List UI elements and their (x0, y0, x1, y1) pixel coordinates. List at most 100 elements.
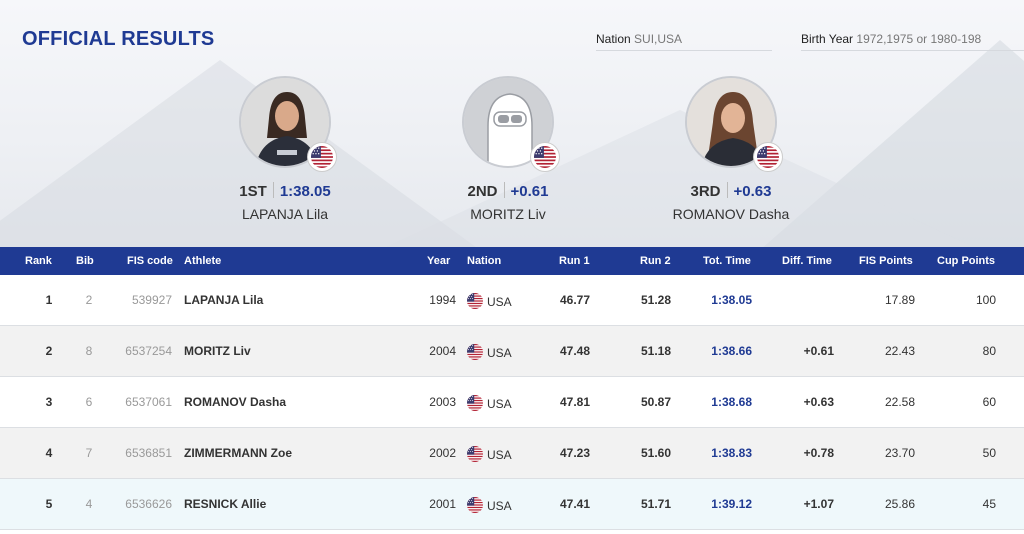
cell-run1: 47.48 (559, 344, 590, 358)
cell-year: 2002 (429, 446, 456, 460)
header-athlete[interactable]: Athlete (184, 255, 222, 267)
cell-bib: 7 (85, 446, 93, 460)
cell-rank: 4 (45, 446, 53, 460)
birth-year-filter-value: 1972,1975 or 1980-198 (856, 32, 982, 46)
podium-time: +0.61 (510, 183, 549, 200)
table-row[interactable]: 1 2 539927 LAPANJA Lila 1994 USA 46.77 5… (0, 275, 1024, 326)
cell-nation: USA (467, 497, 512, 513)
cell-cup-points: 100 (975, 293, 996, 307)
cell-nation-code: USA (487, 499, 512, 513)
cell-run2: 51.60 (640, 446, 671, 460)
cell-athlete[interactable]: LAPANJA Lila (184, 293, 264, 307)
podium-second[interactable]: 2ND +0.61 MORITZ Liv (408, 76, 608, 222)
header-run1[interactable]: Run 1 (559, 255, 590, 267)
nation-filter-label: Nation (596, 32, 631, 46)
usa-flag-icon (467, 344, 483, 360)
cell-run1: 46.77 (559, 293, 590, 307)
podium-athlete-name: MORITZ Liv (470, 206, 546, 222)
table-row[interactable]: 4 7 6536851 ZIMMERMANN Zoe 2002 USA 47.2… (0, 428, 1024, 479)
cell-tot-time: 1:39.12 (711, 497, 752, 511)
cell-athlete[interactable]: ROMANOV Dasha (184, 395, 287, 409)
header-bib[interactable]: Bib (76, 255, 94, 267)
cell-diff-time: +0.78 (803, 446, 834, 460)
table-row[interactable]: 5 4 6536626 RESNICK Allie 2001 USA 47.41… (0, 479, 1024, 530)
cell-tot-time: 1:38.66 (711, 344, 752, 358)
cell-fis-code: 539927 (131, 293, 172, 307)
cell-rank: 1 (45, 293, 53, 307)
cell-fis-code: 6537061 (125, 395, 172, 409)
cell-fis-code: 6536851 (125, 446, 172, 460)
usa-flag-icon (467, 446, 483, 462)
cell-tot-time: 1:38.83 (711, 446, 752, 460)
nation-filter-value: SUI,USA (634, 32, 683, 46)
cell-nation-code: USA (487, 295, 512, 309)
cell-nation: USA (467, 395, 512, 411)
results-table-header: Rank Bib FIS code Athlete Year Nation Ru… (0, 247, 1024, 275)
usa-flag-icon (753, 142, 783, 172)
podium-athlete-name: ROMANOV Dasha (672, 206, 790, 222)
usa-flag-icon (530, 142, 560, 172)
header-rank[interactable]: Rank (25, 255, 52, 267)
athlete-photo (239, 76, 331, 168)
cell-run2: 51.28 (640, 293, 671, 307)
header-nation[interactable]: Nation (467, 255, 502, 267)
cell-cup-points: 45 (982, 497, 996, 511)
cell-cup-points: 80 (982, 344, 996, 358)
podium-place: 1ST (239, 183, 267, 200)
cell-nation-code: USA (487, 397, 512, 411)
header-run2[interactable]: Run 2 (640, 255, 671, 267)
hero-banner: OFFICIAL RESULTS Nation SUI,USA Birth Ye… (0, 0, 1024, 247)
cell-bib: 6 (85, 395, 93, 409)
header-cup-points[interactable]: Cup Points (937, 255, 996, 267)
podium-time: +0.63 (733, 183, 772, 200)
cell-fis-points: 22.58 (884, 395, 915, 409)
cell-fis-points: 22.43 (884, 344, 915, 358)
header-diff-time[interactable]: Diff. Time (782, 255, 832, 267)
table-row[interactable]: 2 8 6537254 MORITZ Liv 2004 USA 47.48 51… (0, 326, 1024, 377)
cell-run1: 47.23 (559, 446, 590, 460)
podium-place: 2ND (467, 183, 498, 200)
cell-fis-points: 25.86 (884, 497, 915, 511)
cell-nation: USA (467, 446, 512, 462)
birth-year-filter-label: Birth Year (801, 32, 854, 46)
podium-third[interactable]: 3RD +0.63 ROMANOV Dasha (631, 76, 831, 222)
cell-bib: 8 (85, 344, 93, 358)
podium-athlete-name: LAPANJA Lila (241, 206, 329, 222)
cell-athlete[interactable]: RESNICK Allie (184, 497, 267, 511)
cell-diff-time: +0.61 (803, 344, 834, 358)
header-fis-points[interactable]: FIS Points (859, 255, 913, 267)
cell-cup-points: 50 (982, 446, 996, 460)
cell-rank: 2 (45, 344, 53, 358)
cell-diff-time: +0.63 (803, 395, 834, 409)
cell-rank: 3 (45, 395, 53, 409)
cell-athlete[interactable]: ZIMMERMANN Zoe (184, 446, 292, 460)
header-fis-code[interactable]: FIS code (127, 255, 173, 267)
page-title: OFFICIAL RESULTS (22, 28, 215, 50)
cell-rank: 5 (45, 497, 53, 511)
nation-filter[interactable]: Nation SUI,USA (596, 32, 772, 51)
header-tot-time[interactable]: Tot. Time (703, 255, 751, 267)
cell-run2: 51.18 (640, 344, 671, 358)
usa-flag-icon (307, 142, 337, 172)
cell-nation-code: USA (487, 346, 512, 360)
cell-fis-points: 23.70 (884, 446, 915, 460)
cell-year: 2003 (429, 395, 456, 409)
cell-fis-points: 17.89 (884, 293, 915, 307)
table-row[interactable]: 3 6 6537061 ROMANOV Dasha 2003 USA 47.81… (0, 377, 1024, 428)
usa-flag-icon (467, 497, 483, 513)
cell-cup-points: 60 (982, 395, 996, 409)
usa-flag-icon (467, 395, 483, 411)
podium-place: 3RD (690, 183, 721, 200)
cell-bib: 2 (85, 293, 93, 307)
cell-athlete[interactable]: MORITZ Liv (184, 344, 251, 358)
podium-first[interactable]: 1ST 1:38.05 LAPANJA Lila (185, 76, 385, 222)
cell-year: 2004 (429, 344, 456, 358)
podium-time: 1:38.05 (279, 183, 331, 200)
birth-year-filter[interactable]: Birth Year 1972,1975 or 1980-198 (801, 32, 1024, 51)
header-year[interactable]: Year (427, 255, 451, 267)
cell-year: 2001 (429, 497, 456, 511)
cell-nation: USA (467, 344, 512, 360)
usa-flag-icon (467, 293, 483, 309)
cell-bib: 4 (85, 497, 93, 511)
cell-run1: 47.41 (559, 497, 590, 511)
